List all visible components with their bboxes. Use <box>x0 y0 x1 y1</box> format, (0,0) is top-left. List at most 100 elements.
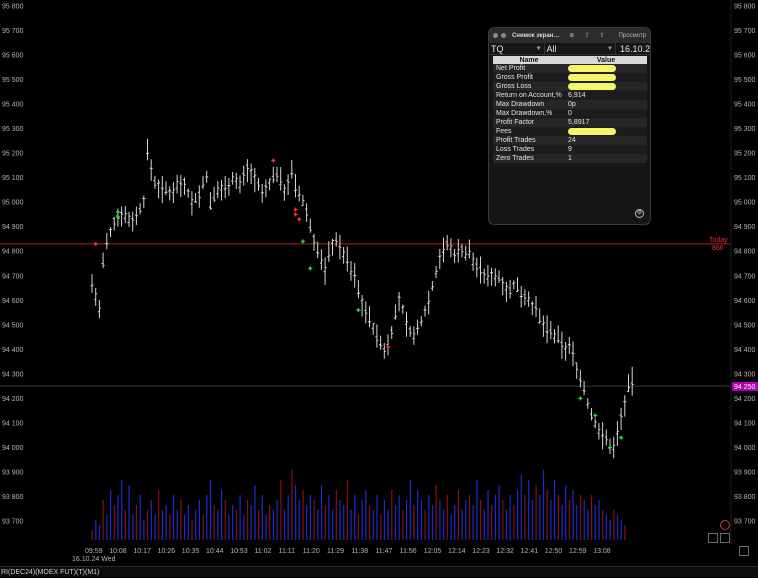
volume-bar <box>165 505 167 540</box>
filter-select[interactable]: All ▼ <box>545 42 616 55</box>
volume-bar <box>446 495 448 540</box>
price-bar <box>105 232 109 250</box>
price-bar <box>601 422 605 450</box>
volume-bar <box>258 510 260 540</box>
buy-marker <box>300 239 305 244</box>
price-bar <box>527 291 531 307</box>
price-bar <box>493 268 497 287</box>
price-bar <box>460 243 464 258</box>
date-field[interactable]: 16.10.2 <box>619 43 650 54</box>
no-entry-icon[interactable] <box>720 520 730 530</box>
volume-bar <box>320 485 323 540</box>
price-bar <box>578 369 582 388</box>
volume-bar <box>328 495 330 540</box>
volume-bar <box>221 490 223 540</box>
volume-bar <box>110 490 112 540</box>
price-bar <box>482 268 486 284</box>
volume-bar <box>465 500 467 540</box>
price-bar <box>234 172 238 190</box>
price-bar <box>216 180 220 199</box>
chart-settings-icon[interactable] <box>739 546 749 556</box>
price-bar <box>131 211 135 232</box>
stats-value <box>565 127 647 136</box>
price-bar <box>138 203 142 215</box>
price-bar <box>279 167 283 191</box>
volume-bar <box>95 520 97 540</box>
resize-icon[interactable] <box>720 533 730 543</box>
y-tick-label-right: 94 700 <box>734 273 756 280</box>
today-open-label: Today <box>709 237 728 244</box>
volume-bar <box>232 505 234 540</box>
volume-bar <box>91 530 93 540</box>
export-icon[interactable]: ⇧ <box>599 33 605 39</box>
volume-bar <box>339 500 341 540</box>
y-tick-label-left: 94 200 <box>2 396 24 403</box>
price-bar <box>123 205 127 224</box>
price-bar <box>393 304 397 320</box>
settings-icon[interactable]: ⚙ <box>635 209 644 218</box>
minimize-dot-icon[interactable] <box>501 33 506 38</box>
sell-marker <box>271 158 276 163</box>
sell-marker <box>386 344 390 349</box>
price-bar <box>231 171 235 185</box>
y-axis-left: 95 800 95 700 95 600 95 500 95 400 95 300 95 2… <box>2 4 24 526</box>
y-tick-label-left: 95 300 <box>2 126 24 133</box>
trade-stats-widget[interactable]: Снимок экран… ⊕ ⇪ ⇧ Просмотр TQ ▼ All ▼ … <box>488 27 651 225</box>
price-bar <box>290 159 294 179</box>
plus-icon[interactable]: ⊕ <box>569 33 575 39</box>
volume-bar <box>402 510 404 540</box>
x-tick-label: 10:08 <box>109 548 127 555</box>
volume-bar <box>565 485 567 540</box>
filter-select-value: All <box>546 43 557 54</box>
volume-bar <box>550 500 552 540</box>
board-select[interactable]: TQ ▼ <box>489 42 545 55</box>
volume-bar <box>424 510 426 540</box>
y-tick-label-left: 93 700 <box>2 519 24 526</box>
volume-bar <box>254 485 256 540</box>
volume-bar <box>98 525 101 540</box>
stats-row: Return on Account,% 6,914 <box>493 91 647 100</box>
price-bar <box>308 218 312 233</box>
volume-bar <box>528 480 530 540</box>
view-button[interactable]: Просмотр <box>618 32 646 39</box>
price-bar <box>190 191 194 216</box>
price-bar <box>223 175 227 199</box>
grid-icon[interactable] <box>708 533 718 543</box>
sell-marker <box>93 241 98 246</box>
y-tick-label-left: 95 700 <box>2 28 24 35</box>
y-tick-label-left: 93 900 <box>2 469 24 476</box>
x-tick-label: 12:14 <box>448 548 466 555</box>
price-bar <box>208 192 212 210</box>
share-icon[interactable]: ⇪ <box>584 33 590 39</box>
stats-name: Loss Trades <box>493 145 565 154</box>
volume-bar <box>613 510 615 540</box>
price-bar <box>575 362 579 379</box>
x-tick-label: 11:47 <box>375 548 392 555</box>
widget-titlebar[interactable]: Снимок экран… ⊕ ⇪ ⇧ Просмотр <box>489 28 650 43</box>
price-bar <box>171 182 175 203</box>
volume-bar <box>602 510 604 540</box>
x-tick-label: 11:29 <box>327 548 344 555</box>
price-bar <box>319 249 323 271</box>
price-bar <box>238 175 242 194</box>
buy-marker <box>115 210 120 214</box>
price-bar <box>194 192 198 203</box>
volume-bar <box>117 495 119 540</box>
volume-bar <box>409 480 411 540</box>
stats-value: 0 <box>565 109 647 118</box>
price-bar <box>486 264 490 287</box>
volume-bar <box>198 500 200 540</box>
y-tick-label-right: 95 300 <box>734 126 756 133</box>
last-price-badge <box>732 382 758 391</box>
stats-name: Return on Account,% <box>493 91 565 100</box>
volume-bar <box>343 505 345 540</box>
y-tick-label-left: 95 800 <box>2 4 24 11</box>
close-dot-icon[interactable] <box>493 33 498 38</box>
price-bar <box>597 422 601 440</box>
price-bar <box>268 178 272 191</box>
y-tick-label-right: 95 400 <box>734 102 756 109</box>
volume-bar <box>261 495 263 540</box>
price-bar <box>416 319 420 335</box>
price-bar <box>434 265 438 279</box>
